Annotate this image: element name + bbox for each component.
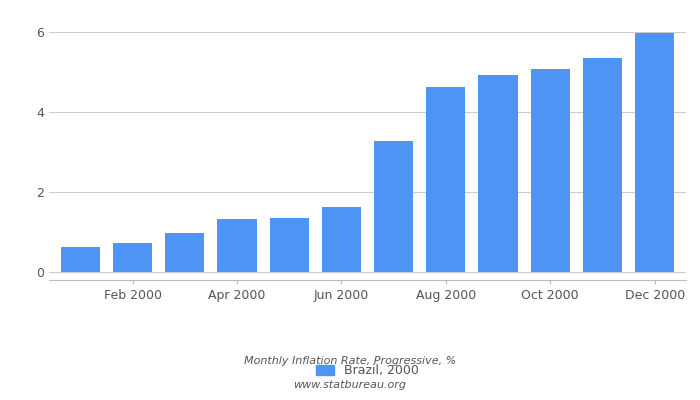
Bar xyxy=(270,218,309,272)
Bar xyxy=(165,233,204,272)
Bar xyxy=(113,243,152,272)
Bar xyxy=(374,141,413,272)
Bar xyxy=(583,58,622,272)
Bar xyxy=(426,87,466,272)
Bar xyxy=(531,69,570,272)
Legend: Brazil, 2000: Brazil, 2000 xyxy=(311,359,424,382)
Bar xyxy=(635,33,674,272)
Text: www.statbureau.org: www.statbureau.org xyxy=(293,380,407,390)
Bar xyxy=(479,75,517,272)
Bar xyxy=(322,207,361,272)
Bar xyxy=(218,219,256,272)
Text: Monthly Inflation Rate, Progressive, %: Monthly Inflation Rate, Progressive, % xyxy=(244,356,456,366)
Bar xyxy=(61,247,100,272)
